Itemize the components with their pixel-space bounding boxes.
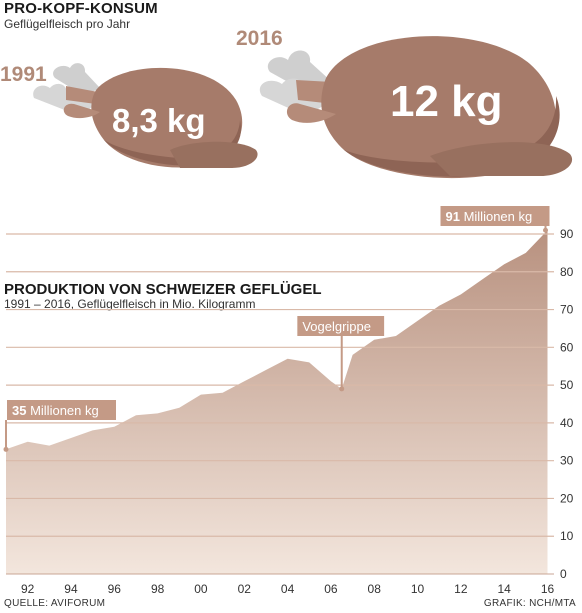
annotation-dot-2 <box>339 386 345 392</box>
chart-subtitle: 1991 – 2016, Geflügelfleisch in Mio. Kil… <box>4 297 256 311</box>
x-tick-label-04: 04 <box>281 582 295 596</box>
year-label-1991: 1991 <box>0 63 47 86</box>
annotation-box-2 <box>297 316 385 336</box>
y-tick-label-0: 0 <box>560 567 567 581</box>
amount-label-1991: 8,3 kg <box>112 102 206 139</box>
annotation-label-2: Vogelgrippe <box>302 319 371 334</box>
annotation-dot-0 <box>3 446 9 452</box>
annotation-label-1: 91 Millionen kg <box>446 209 533 224</box>
chicken-illustration: 1991 2016 8,3 kg 12 kg <box>0 27 573 179</box>
production-area <box>6 230 548 574</box>
chart-title: PRODUKTION VON SCHWEIZER GEFLÜGEL <box>4 281 322 298</box>
x-tick-label-06: 06 <box>324 582 338 596</box>
y-tick-label-20: 20 <box>560 491 574 505</box>
x-tick-label-96: 96 <box>108 582 122 596</box>
x-tick-label-92: 92 <box>21 582 35 596</box>
x-tick-label-94: 94 <box>64 582 78 596</box>
annotation-box-1 <box>440 206 550 226</box>
credit-note: GRAFIK: NCH/MTA <box>483 598 576 609</box>
y-tick-label-90: 90 <box>560 227 574 241</box>
y-tick-label-80: 80 <box>560 265 574 279</box>
y-tick-label-60: 60 <box>560 340 574 354</box>
amount-label-2016: 12 kg <box>390 77 503 126</box>
per-capita-subtitle: Geflügelfleisch pro Jahr <box>4 17 131 31</box>
x-tick-label-00: 00 <box>194 582 208 596</box>
annotation-label-0: 35 Millionen kg <box>12 403 99 418</box>
x-tick-label-02: 02 <box>238 582 252 596</box>
y-tick-label-30: 30 <box>560 454 574 468</box>
x-tick-label-98: 98 <box>151 582 165 596</box>
y-tick-label-40: 40 <box>560 416 574 430</box>
x-tick-label-14: 14 <box>498 582 512 596</box>
x-tick-label-12: 12 <box>454 582 468 596</box>
source-note: QUELLE: AVIFORUM <box>4 598 106 609</box>
y-tick-label-50: 50 <box>560 378 574 392</box>
annotation-box-0 <box>7 400 116 420</box>
year-label-2016: 2016 <box>236 27 283 50</box>
per-capita-title: PRO-KOPF-KONSUM <box>4 0 158 17</box>
x-tick-label-10: 10 <box>411 582 425 596</box>
chicken-icon-1991 <box>33 63 258 168</box>
annotation-dot-1 <box>543 227 549 233</box>
y-tick-label-70: 70 <box>560 303 574 317</box>
x-tick-label-08: 08 <box>368 582 382 596</box>
y-tick-label-10: 10 <box>560 529 574 543</box>
production-area-chart: 0 10 20 30 40 50 60 70 80 90 92 94 96 98 00 02 04 06 08 10 1… <box>3 206 574 596</box>
chicken-icon-2016 <box>259 36 573 179</box>
x-tick-label-16: 16 <box>541 582 555 596</box>
